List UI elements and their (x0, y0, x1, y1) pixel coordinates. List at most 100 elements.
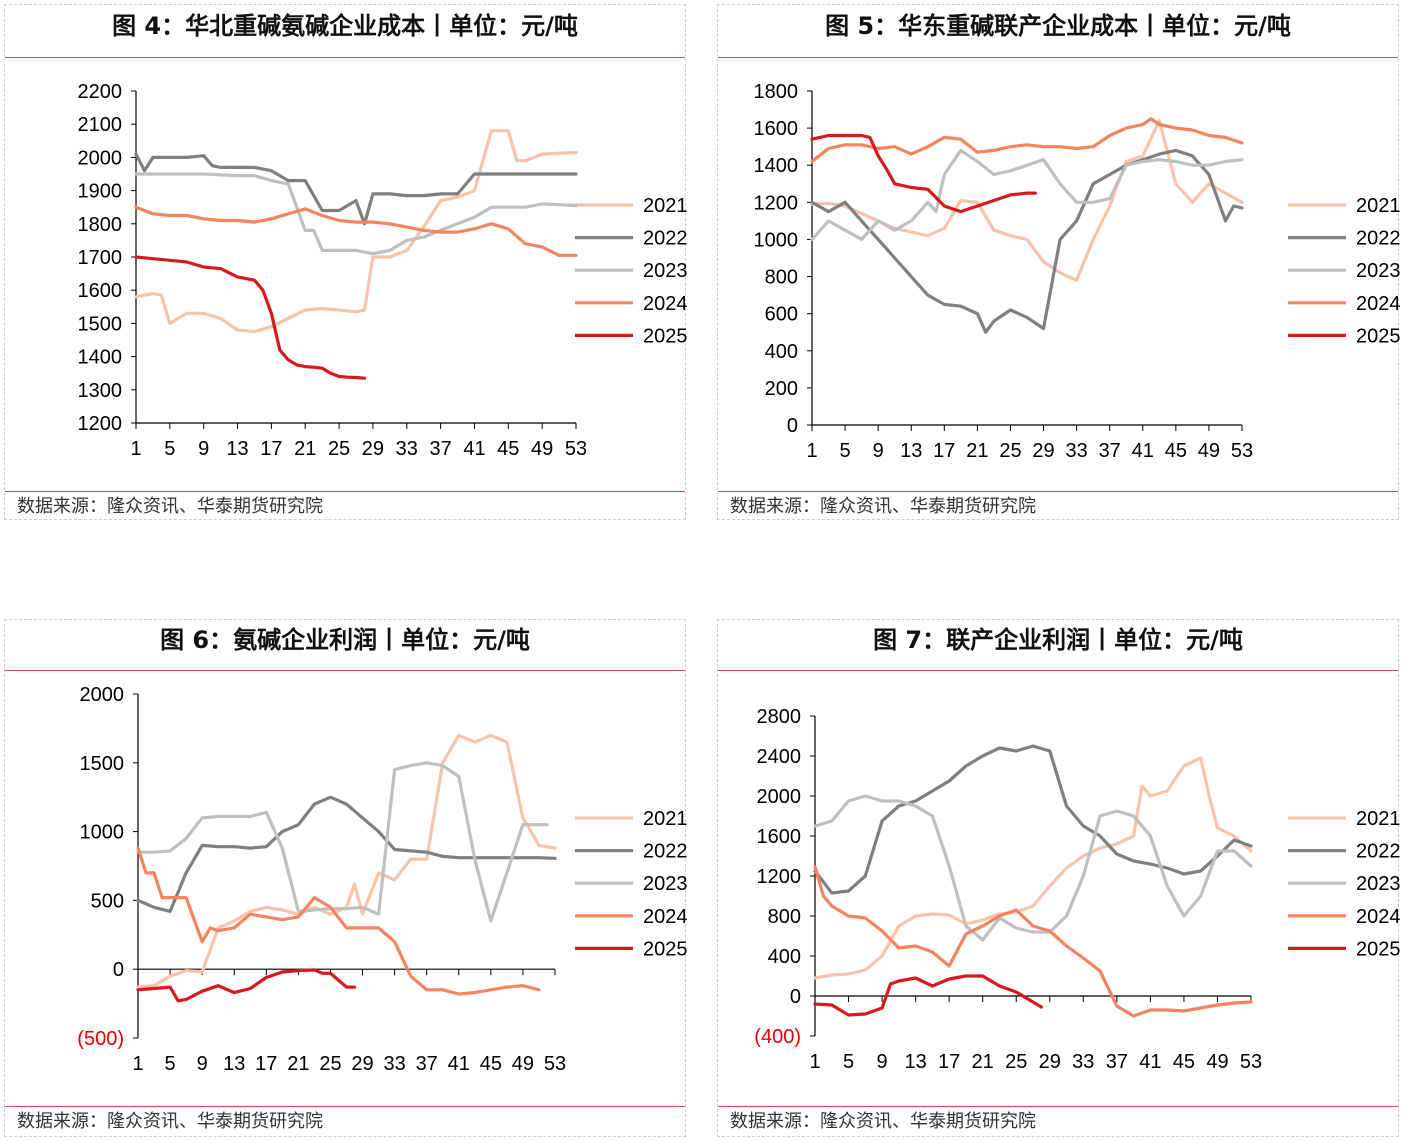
legend-label-2024: 2024 (643, 906, 688, 928)
x-tick-label: 53 (565, 438, 587, 460)
x-tick-label: 13 (900, 440, 922, 462)
series-line-2021 (134, 129, 578, 334)
source-note: 数据来源：隆众资讯、华泰期货研究院 (730, 1111, 1036, 1132)
source-note: 数据来源：隆众资讯、华泰期货研究院 (730, 496, 1036, 517)
chart-panel-fig5: 图 5：华东重碱联产企业成本丨单位：元/吨 0 200 400 600 800 1000 1… (717, 4, 1401, 520)
source-rule (5, 1106, 685, 1107)
y-tick-label: (500) (77, 1028, 124, 1050)
legend-label-2021: 2021 (643, 808, 688, 830)
legend-label-2024: 2024 (1356, 293, 1401, 315)
x-tick-label: 29 (1032, 440, 1054, 462)
x-tick-label: 25 (999, 440, 1021, 462)
x-tick-label: 13 (904, 1051, 926, 1073)
y-tick-label: 2000 (78, 147, 123, 169)
y-tick-label: 400 (768, 946, 801, 968)
y-tick-label: 400 (765, 341, 798, 363)
line-chart-fig5: 0 200 400 600 800 1000 1200 1400 1600 1800 1 5 9 13 17… (754, 81, 1401, 462)
series-line-2025 (810, 133, 1037, 214)
y-tick-label: 1400 (78, 347, 123, 369)
x-tick-label: 41 (1139, 1051, 1161, 1073)
y-tick-label: 0 (787, 415, 798, 437)
y-tick-label: 1600 (78, 280, 123, 302)
y-tick-label: 800 (768, 906, 801, 928)
x-tick-label: 1 (132, 1053, 143, 1075)
legend-label-2023: 2023 (643, 873, 688, 895)
chart-title: 图 5：华东重碱联产企业成本丨单位：元/吨 (825, 12, 1291, 40)
legend-label-2024: 2024 (643, 293, 688, 315)
x-tick-label: 49 (1206, 1051, 1228, 1073)
title-rule (718, 57, 1398, 58)
x-tick-label: 17 (933, 440, 955, 462)
chart-panel-fig6: 图 6：氨碱企业利润丨单位：元/吨 (500) 0 500 1000 1500 2000 1… (4, 619, 688, 1137)
y-tick-label: 1200 (757, 866, 802, 888)
x-tick-label: 33 (1072, 1051, 1094, 1073)
y-tick-label: (400) (754, 1026, 801, 1048)
chart-panel-fig7: 图 7：联产企业利润丨单位：元/吨 (400) 0 400 800 1200 1600 20… (717, 619, 1401, 1137)
x-tick-label: 5 (165, 1053, 176, 1075)
x-tick-label: 29 (351, 1053, 373, 1075)
legend-label-2021: 2021 (1356, 808, 1401, 830)
x-tick-label: 21 (966, 440, 988, 462)
y-tick-label: 500 (91, 890, 124, 912)
x-tick-label: 33 (396, 438, 418, 460)
x-tick-label: 49 (1198, 440, 1220, 462)
series-line-2022 (810, 148, 1244, 334)
y-tick-label: 1000 (754, 229, 799, 251)
x-tick-label: 41 (463, 438, 485, 460)
series-line-2023 (136, 761, 549, 923)
x-tick-label: 49 (512, 1053, 534, 1075)
x-tick-label: 1 (130, 438, 141, 460)
x-tick-label: 9 (198, 438, 209, 460)
y-tick-label: 2800 (757, 706, 802, 728)
series-line-2023 (810, 148, 1244, 241)
legend-label-2023: 2023 (1356, 873, 1401, 895)
legend-label-2022: 2022 (643, 228, 688, 250)
y-tick-label: 2100 (78, 114, 123, 136)
series-line-2022 (136, 795, 557, 913)
chart-title: 图 6：氨碱企业利润丨单位：元/吨 (160, 626, 530, 654)
chart-panel-fig4: 图 4：华北重碱氨碱企业成本丨单位：元/吨 1200 1300 1400 1500 16… (4, 4, 688, 520)
series-line-2021 (813, 756, 1253, 980)
chart-title: 图 7：联产企业利润丨单位：元/吨 (873, 626, 1243, 654)
x-tick-label: 21 (287, 1053, 309, 1075)
series-line-2025 (813, 974, 1043, 1017)
x-tick-label: 37 (416, 1053, 438, 1075)
x-tick-label: 9 (197, 1053, 208, 1075)
y-tick-label: 1000 (80, 822, 125, 844)
x-tick-label: 5 (840, 440, 851, 462)
x-tick-label: 9 (877, 1051, 888, 1073)
x-tick-label: 45 (1165, 440, 1187, 462)
y-tick-label: 0 (790, 986, 801, 1008)
x-tick-label: 53 (544, 1053, 566, 1075)
y-tick-label: 1800 (754, 81, 799, 103)
series-line-2024 (136, 846, 541, 996)
legend-label-2025: 2025 (643, 325, 688, 347)
x-tick-label: 21 (294, 438, 316, 460)
y-tick-label: 2000 (757, 786, 802, 808)
series-line-2025 (136, 968, 357, 1003)
y-tick-label: 1600 (757, 826, 802, 848)
y-tick-label: 1800 (78, 214, 123, 236)
y-tick-label: 1300 (78, 380, 123, 402)
y-tick-label: 2400 (757, 746, 802, 768)
source-rule (718, 1106, 1398, 1107)
legend-label-2025: 2025 (1356, 325, 1401, 347)
x-tick-label: 5 (843, 1051, 854, 1073)
chart-title: 图 4：华北重碱氨碱企业成本丨单位：元/吨 (112, 12, 578, 40)
source-note: 数据来源：隆众资讯、华泰期货研究院 (17, 1111, 323, 1132)
x-tick-label: 33 (1065, 440, 1087, 462)
x-tick-label: 13 (226, 438, 248, 460)
x-tick-label: 17 (255, 1053, 277, 1075)
x-tick-label: 41 (448, 1053, 470, 1075)
source-note: 数据来源：隆众资讯、华泰期货研究院 (17, 496, 323, 517)
legend-label-2025: 2025 (1356, 938, 1401, 960)
series-line-2022 (813, 744, 1253, 895)
x-tick-label: 21 (972, 1051, 994, 1073)
x-tick-label: 33 (383, 1053, 405, 1075)
x-tick-label: 53 (1240, 1051, 1262, 1073)
legend-label-2022: 2022 (643, 841, 688, 863)
x-tick-label: 49 (531, 438, 553, 460)
x-tick-label: 25 (319, 1053, 341, 1075)
x-tick-label: 37 (429, 438, 451, 460)
y-tick-label: 1200 (754, 192, 799, 214)
